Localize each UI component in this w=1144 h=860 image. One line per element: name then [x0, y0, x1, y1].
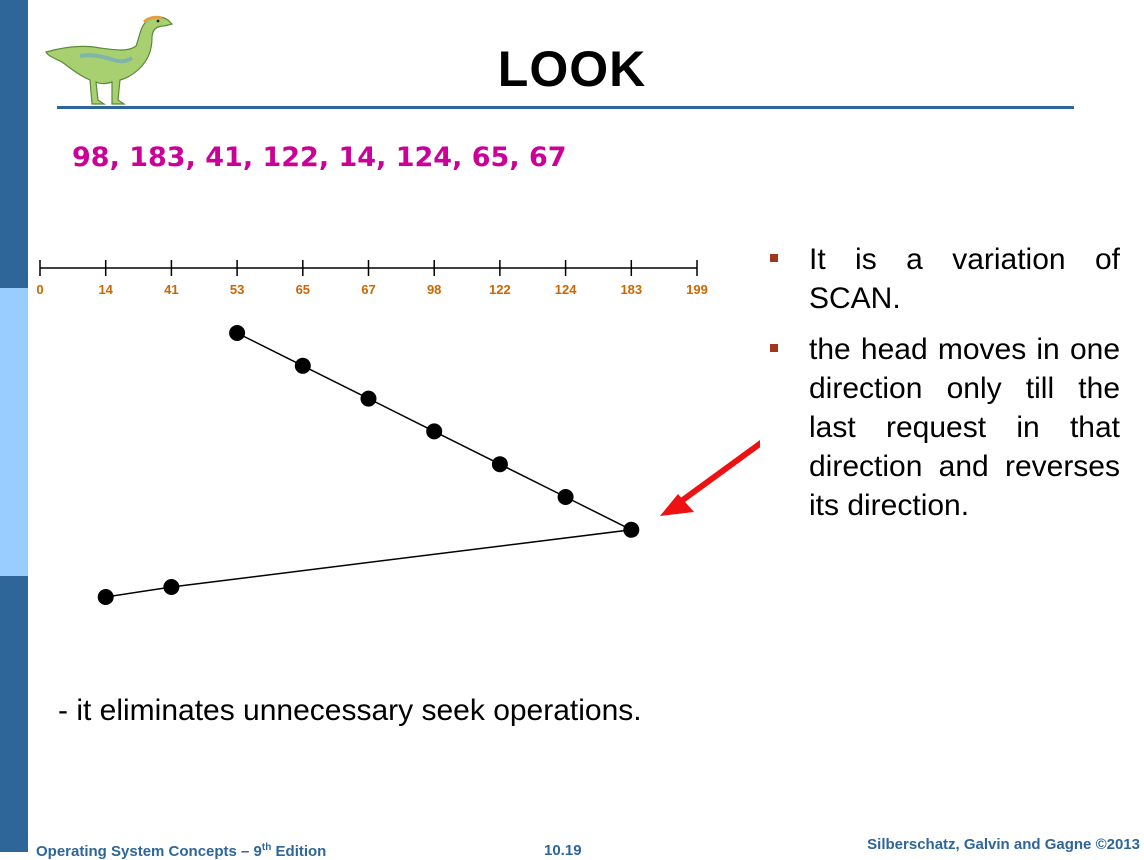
arrow-head: [660, 494, 694, 516]
chart-points: [97, 325, 640, 605]
chart-series-line: [105, 332, 634, 598]
tick-label: 53: [230, 282, 244, 297]
tick-label: 41: [164, 282, 178, 297]
tick-label: 65: [296, 282, 310, 297]
request-point: [426, 423, 443, 440]
request-point: [229, 325, 246, 341]
request-point: [360, 390, 377, 407]
title-divider: [57, 106, 1074, 109]
chart-tick-labels: 0 14 41 53 65 67 98 122 124 183 199: [36, 282, 707, 297]
footer-book-title: Operating System Concepts – 9th Edition: [36, 842, 326, 860]
bullet-marker-icon: [770, 254, 778, 262]
tick-label: 122: [489, 282, 511, 297]
tick-label: 199: [686, 282, 708, 297]
bullet-text: It is a variation of SCAN.: [809, 243, 1120, 315]
sidebar: [0, 0, 28, 852]
note-text: - it eliminates unnecessary seek operati…: [58, 694, 642, 727]
dinosaur-logo-icon: [45, 15, 174, 105]
request-point: [623, 521, 640, 538]
chart-ticks: [39, 260, 698, 276]
request-sequence: 98, 183, 41, 122, 14, 124, 65, 67: [72, 142, 567, 173]
footer-book-title-sup: th: [261, 842, 272, 853]
footer-page-number: 10.19: [544, 842, 582, 859]
tick-label: 67: [361, 282, 375, 297]
bullet-list: It is a variation of SCAN. the head move…: [766, 240, 1120, 537]
tick-label: 0: [36, 282, 43, 297]
bullet-item: It is a variation of SCAN.: [766, 240, 1120, 318]
bullet-text: the head moves in one direction only til…: [809, 333, 1120, 522]
tick-label: 98: [427, 282, 441, 297]
page-title: LOOK: [497, 41, 647, 97]
request-point: [163, 579, 180, 595]
tick-label: 124: [555, 282, 577, 297]
sidebar-middle-segment: [0, 288, 28, 576]
request-point: [294, 357, 311, 374]
tick-label: 14: [98, 282, 113, 297]
sidebar-bottom-segment: [0, 576, 28, 852]
look-schedule-chart: 0 14 41 53 65 67 98 122 124 183 199: [36, 260, 760, 605]
arrow-shaft: [678, 439, 760, 505]
head-path: [105, 332, 634, 598]
footer-copyright: Silberschatz, Galvin and Gagne ©2013: [867, 836, 1140, 853]
bullet-item: the head moves in one direction only til…: [766, 330, 1120, 525]
tick-label: 183: [620, 282, 642, 297]
request-point: [557, 489, 574, 505]
red-arrow-icon: [660, 439, 760, 516]
request-point: [491, 456, 508, 473]
bullet-marker-icon: [770, 344, 778, 352]
sidebar-top-segment: [0, 0, 28, 288]
request-point: [97, 589, 114, 605]
